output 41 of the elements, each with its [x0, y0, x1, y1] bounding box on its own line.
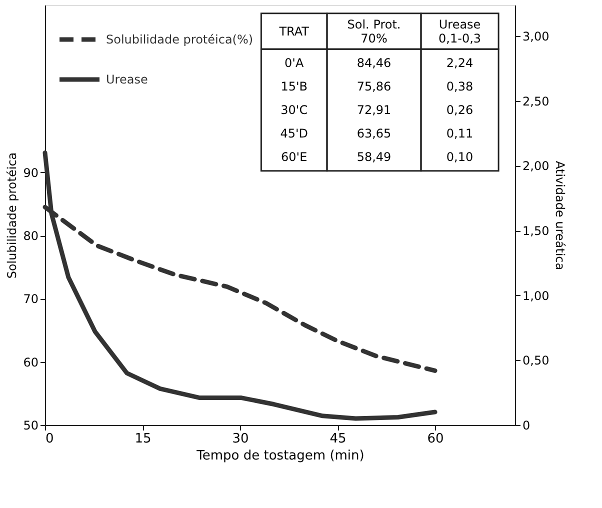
annotation: 0,38 — [446, 79, 474, 94]
annotation: 72,91 — [356, 103, 392, 117]
annotation: Urease 0,1-0,3 — [438, 17, 482, 46]
annotation: 84,46 — [356, 56, 392, 70]
legend-label: Solubilidade protéica(%) — [106, 32, 254, 46]
x-tick-label: 45 — [330, 432, 346, 446]
y-tick-label: 80 — [23, 229, 38, 244]
y-tick-label: 60 — [23, 355, 38, 370]
x-tick-label: 0 — [46, 432, 54, 446]
x-tick-label: 30 — [232, 432, 249, 446]
y2-tick-label: 1,00 — [522, 288, 550, 303]
x-tick-label: 60 — [427, 432, 444, 446]
y-tick-label: 70 — [23, 292, 38, 306]
annotation: 45'D — [280, 126, 308, 141]
annotation: 15'B — [280, 79, 308, 94]
annotation: TRAT — [278, 24, 310, 38]
annotation: 0'A — [284, 56, 304, 70]
annotation: 58,49 — [356, 150, 392, 164]
annotation: 30'C — [280, 103, 308, 117]
annotation: Sol. Prot. 70% — [347, 17, 401, 46]
y2-tick-label: 2,00 — [522, 159, 550, 174]
y2-axis-title: Atividade ureática — [553, 160, 568, 270]
annotation: 0,11 — [446, 126, 474, 141]
y2-tick-label: 1,50 — [522, 224, 550, 238]
annotation: 0,10 — [446, 150, 474, 164]
y2-tick-label: 0 — [522, 418, 530, 432]
annotation: 75,86 — [356, 79, 392, 94]
annotation: 0,26 — [446, 103, 474, 117]
legend-label: Urease — [106, 72, 148, 86]
y-tick-label: 90 — [23, 166, 38, 180]
y2-tick-label: 3,00 — [522, 30, 550, 44]
y-axis-title: Solubilidade protéica — [5, 152, 20, 279]
annotation: 60'E — [281, 150, 308, 164]
y2-tick-label: 0,50 — [522, 354, 550, 368]
y2-tick-label: 2,50 — [522, 94, 550, 108]
x-axis-title: Tempo de tostagem (min) — [196, 448, 364, 464]
x-tick-label: 15 — [134, 432, 152, 446]
annotation: 2,24 — [446, 56, 474, 70]
annotation: 63,65 — [356, 126, 392, 141]
line-series — [42, 150, 438, 421]
y-tick-label: 50 — [23, 418, 38, 432]
